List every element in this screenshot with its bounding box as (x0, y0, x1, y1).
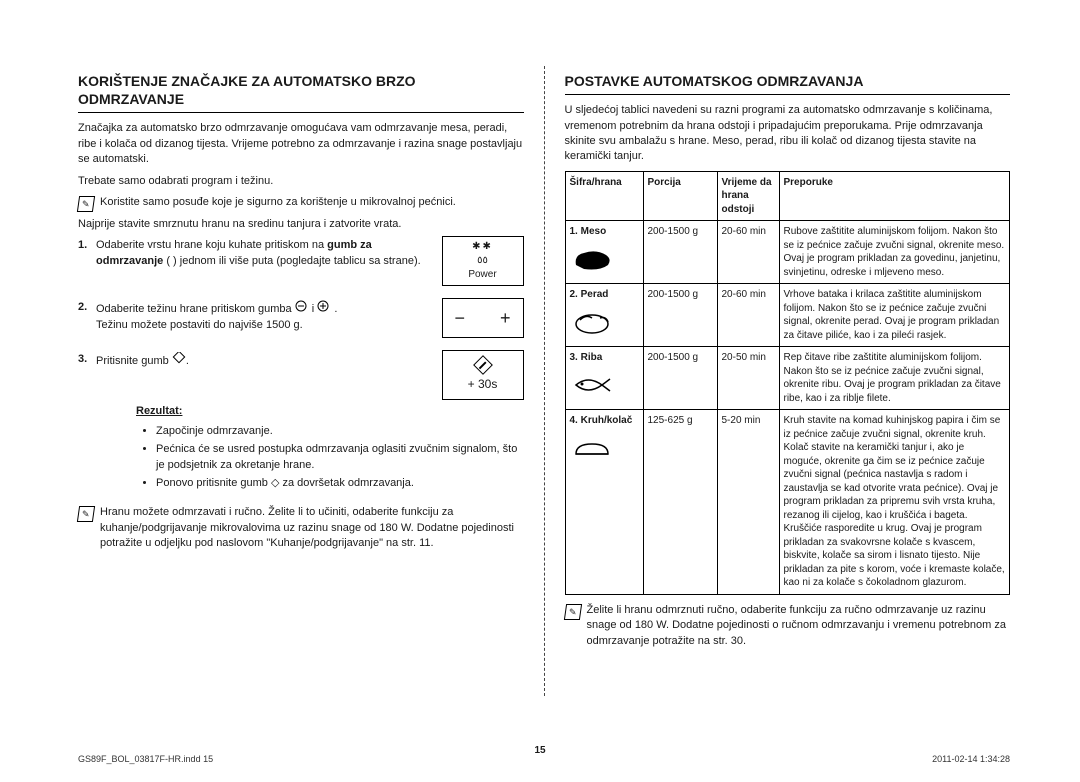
table-row: 4. Kruh/kolač125-625 g5-20 minKruh stavi… (565, 410, 1010, 595)
plus-symbol: + (500, 306, 511, 331)
diamond-icon (473, 355, 493, 375)
cell-portion: 125-625 g (643, 410, 717, 595)
minus-icon (295, 300, 309, 312)
table-row: 3. Riba200-1500 g20-50 minRep čitave rib… (565, 347, 1010, 410)
cell-stand: 20-50 min (717, 347, 779, 410)
bullet-1: Započinje odmrzavanje. (156, 424, 524, 439)
step2-text-d: Težinu možete postaviti do najviše 1500 … (96, 319, 303, 331)
right-column: POSTAVKE AUTOMATSKOG ODMRZAVANJA U sljed… (565, 72, 1011, 696)
food-icon (570, 308, 639, 341)
left-intro-2: Trebate samo odabrati program i težinu. (78, 174, 524, 189)
left-intro-1: Značajka za automatsko brzo odmrzavanje … (78, 121, 524, 167)
note-icon (563, 604, 581, 620)
right-note: Želite li hranu odmrznuti ručno, odaberi… (565, 603, 1011, 649)
cell-rec: Rubove zaštitite aluminijskom folijom. N… (779, 221, 1010, 284)
right-intro: U sljedećoj tablici navedeni su razni pr… (565, 103, 1011, 165)
cell-code: 3. Riba (565, 347, 643, 410)
table-row: 1. Meso200-1500 g20-60 minRubove zaštiti… (565, 221, 1010, 284)
snowflake-icon: ✱✱ (472, 240, 493, 254)
power-button-illustration: ✱✱ ٥٥ Power (442, 236, 524, 286)
food-icon (570, 245, 639, 278)
step1-text-a: Odaberite vrstu hrane koju kuhate pritis… (96, 239, 324, 251)
left-heading: KORIŠTENJE ZNAČAJKE ZA AUTOMATSKO BRZO O… (78, 72, 524, 113)
step2-text-a: Odaberite težinu hrane pritiskom gumba (96, 303, 295, 315)
footer: GS89F_BOL_03817F-HR.indd 15 2011-02-14 1… (78, 754, 1010, 764)
footer-timestamp: 2011-02-14 1:34:28 (932, 754, 1010, 764)
food-icon (570, 371, 639, 404)
note-text: Hranu možete odmrzavati i ručno. Želite … (100, 505, 524, 551)
cell-code: 2. Perad (565, 284, 643, 347)
result-label: Rezultat: (136, 404, 524, 419)
food-icon (570, 434, 639, 467)
left-column: KORIŠTENJE ZNAČAJKE ZA AUTOMATSKO BRZO O… (78, 72, 524, 696)
defrost-table: Šifra/hrana Porcija Vrijeme da hrana ods… (565, 171, 1011, 595)
minus-symbol: − (455, 306, 466, 331)
note-icon (77, 506, 95, 522)
note-icon (77, 196, 95, 212)
column-divider (544, 66, 545, 696)
bullet-3: Ponovo pritisnite gumb ◇ za dovršetak od… (156, 476, 524, 491)
start-label: + 30s (468, 376, 498, 393)
th-rec: Preporuke (779, 171, 1010, 221)
cell-stand: 5-20 min (717, 410, 779, 595)
left-note-1: Koristite samo posuđe koje je sigurno za… (78, 195, 524, 211)
power-label: Power (468, 268, 496, 282)
footer-file: GS89F_BOL_03817F-HR.indd 15 (78, 754, 213, 764)
cell-rec: Rep čitave ribe zaštitite aluminijskom f… (779, 347, 1010, 410)
table-row: 2. Perad200-1500 g20-60 minVrhove bataka… (565, 284, 1010, 347)
droplets-icon: ٥٥ (477, 254, 488, 268)
step-1: Odaberite vrstu hrane koju kuhate pritis… (78, 238, 524, 286)
cell-rec: Kruh stavite na komad kuhinjskog papira … (779, 410, 1010, 595)
note-text: Želite li hranu odmrznuti ručno, odaberi… (587, 603, 1011, 649)
plus-icon (317, 300, 331, 312)
step3-text: Pritisnite gumb (96, 355, 172, 367)
result-bullets: Započinje odmrzavanje. Pećnica će se usr… (96, 424, 524, 492)
bullet-2: Pećnica će se usred postupka odmrzavanja… (156, 442, 524, 473)
step-3: Pritisnite gumb . + 30s Rezultat: Započi… (78, 352, 524, 491)
cell-code: 4. Kruh/kolač (565, 410, 643, 595)
th-code: Šifra/hrana (565, 171, 643, 221)
cell-portion: 200-1500 g (643, 347, 717, 410)
cell-code: 1. Meso (565, 221, 643, 284)
cell-portion: 200-1500 g (643, 221, 717, 284)
left-intro-3: Najprije stavite smrznutu hranu na sredi… (78, 217, 524, 232)
cell-portion: 200-1500 g (643, 284, 717, 347)
note-text: Koristite samo posuđe koje je sigurno za… (100, 195, 456, 211)
th-stand: Vrijeme da hrana odstoji (717, 171, 779, 221)
right-heading: POSTAVKE AUTOMATSKOG ODMRZAVANJA (565, 72, 1011, 95)
cell-stand: 20-60 min (717, 221, 779, 284)
cell-stand: 20-60 min (717, 284, 779, 347)
plus-minus-illustration: − + (442, 298, 524, 338)
start-button-illustration: + 30s (442, 350, 524, 400)
step-2: Odaberite težinu hrane pritiskom gumba i… (78, 300, 524, 338)
diamond-start-icon (172, 352, 186, 364)
left-note-2: Hranu možete odmrzavati i ručno. Želite … (78, 505, 524, 551)
step1-text-c: ( ) jednom ili više puta (pogledajte tab… (166, 255, 420, 267)
th-portion: Porcija (643, 171, 717, 221)
cell-rec: Vrhove bataka i krilaca zaštitite alumin… (779, 284, 1010, 347)
step2-text-c: . (334, 303, 337, 315)
